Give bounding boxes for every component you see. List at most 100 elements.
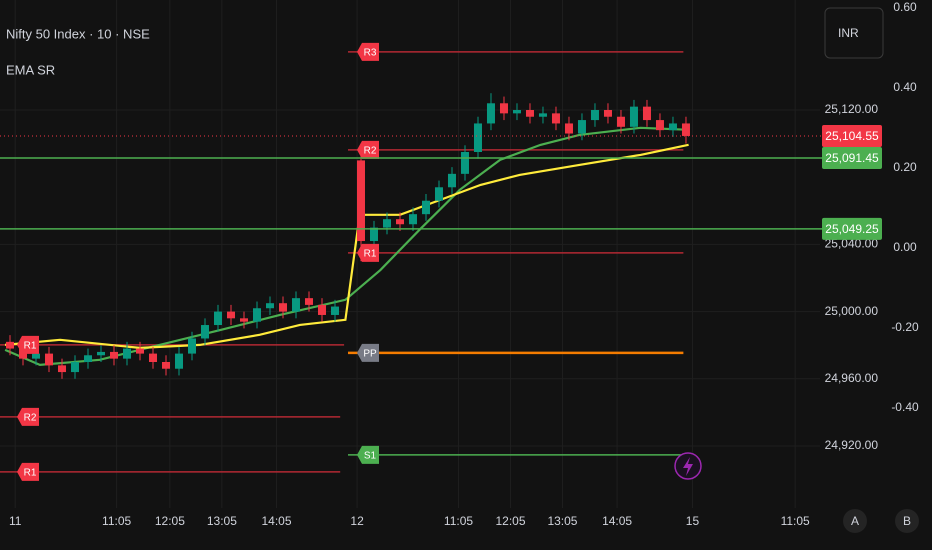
- y-tick-label: 24,920.00: [825, 438, 879, 452]
- candle-body: [213, 311, 222, 326]
- level-label: R1: [24, 468, 37, 479]
- level-label: R2: [364, 145, 377, 156]
- x-tick-label: 11: [9, 514, 22, 528]
- candle-body: [512, 110, 521, 114]
- x-tick-label: 11:05: [102, 514, 131, 528]
- candle-body: [525, 110, 534, 117]
- candle-body: [252, 308, 261, 322]
- candle-body: [175, 353, 184, 369]
- candle-body: [291, 298, 300, 312]
- candle-body: [499, 103, 508, 114]
- level-label: R1: [364, 249, 377, 260]
- grid: [0, 0, 820, 508]
- candle-body: [447, 173, 456, 188]
- candle-body: [110, 351, 119, 359]
- plot: R1 R2 R1 R3 R2 R1 PP S1: [0, 42, 822, 481]
- price-tag: [822, 146, 882, 169]
- price-tag-label: 25,049.25: [825, 222, 879, 236]
- candle-body: [629, 106, 638, 127]
- price-tag-label: 25,104.55: [825, 129, 879, 143]
- candle-body: [538, 113, 547, 117]
- x-tick-label: 12: [350, 514, 364, 528]
- button-a[interactable]: [843, 509, 867, 533]
- candle-body: [317, 304, 326, 315]
- candle-body: [97, 351, 106, 356]
- candle-body: [603, 110, 612, 117]
- candle-body: [149, 353, 158, 362]
- level-label: S1: [364, 451, 377, 462]
- candle-body: [265, 303, 274, 309]
- candle-body: [369, 227, 378, 242]
- candle-body: [84, 355, 93, 362]
- candle-body: [278, 303, 287, 312]
- candle-body: [123, 348, 132, 359]
- button-b-label[interactable]: B: [903, 514, 911, 528]
- level-tag: [356, 140, 379, 159]
- x-tick-label: 12:05: [155, 514, 185, 528]
- price-tag: [822, 217, 882, 240]
- level-tag: [356, 343, 379, 362]
- candle-body: [45, 353, 54, 366]
- candle-body: [655, 120, 664, 131]
- y-tick-label: 25,040.00: [825, 237, 879, 251]
- candle-body: [188, 338, 197, 354]
- candle-body: [642, 106, 651, 121]
- button-b[interactable]: [895, 509, 919, 533]
- candle-body: [395, 219, 404, 225]
- x-tick-label: 12:05: [495, 514, 525, 528]
- candle-body: [681, 123, 690, 136]
- candle-body: [668, 123, 677, 131]
- y-tick-label: 25,120.00: [825, 102, 879, 116]
- candle-body: [382, 219, 391, 228]
- y2-tick-label: 0.60: [893, 0, 917, 14]
- candle-body: [162, 361, 171, 369]
- x-tick-label: 14:05: [602, 514, 632, 528]
- currency-button[interactable]: [824, 7, 884, 59]
- symbol-title[interactable]: Nifty 50 Index · 10 · NSE: [6, 26, 150, 41]
- y2-tick-label: 0.20: [893, 160, 917, 174]
- x-tick-label: 14:05: [261, 514, 291, 528]
- candle-body: [304, 298, 313, 305]
- level-tag: [17, 462, 39, 481]
- level-tag: [356, 243, 379, 262]
- candle-body: [136, 348, 145, 354]
- level-label: R3: [364, 48, 377, 59]
- level-tag: [356, 42, 379, 61]
- x-tick-label: 13:05: [547, 514, 577, 528]
- y-tick-label: 25,000.00: [825, 304, 879, 318]
- price-tag-label: 25,091.45: [825, 151, 879, 165]
- y2-tick-label: -0.40: [891, 400, 919, 414]
- indicator-name[interactable]: EMA SR: [6, 62, 55, 77]
- button-a-label[interactable]: A: [851, 514, 859, 528]
- y2-tick-label: 0.00: [893, 240, 917, 254]
- candle-body: [58, 365, 67, 373]
- candle-body: [356, 160, 365, 242]
- candle-body: [551, 113, 560, 124]
- alert-icon[interactable]: [674, 452, 702, 480]
- candle-body: [473, 123, 482, 153]
- level-label: PP: [363, 349, 377, 360]
- candle-body: [201, 325, 209, 339]
- candle-body: [226, 311, 235, 319]
- candle-body: [6, 341, 15, 349]
- x-tick-label: 15: [686, 514, 700, 528]
- candle-body: [421, 200, 430, 215]
- candle-body: [434, 187, 443, 201]
- candle-body: [564, 123, 573, 134]
- candle-body: [239, 318, 248, 322]
- level-tag: [17, 335, 39, 354]
- currency-label[interactable]: INR: [838, 26, 859, 40]
- level-label: R1: [24, 341, 37, 352]
- price-tag: [822, 124, 882, 147]
- x-tick-label: 13:05: [207, 514, 237, 528]
- level-tag: [356, 445, 379, 464]
- candle-body: [616, 116, 625, 127]
- y2-tick-label: 0.40: [893, 80, 917, 94]
- candle-body: [590, 110, 599, 121]
- ema-line: [4, 126, 689, 367]
- candle-body: [32, 353, 41, 359]
- candle-body: [71, 361, 80, 373]
